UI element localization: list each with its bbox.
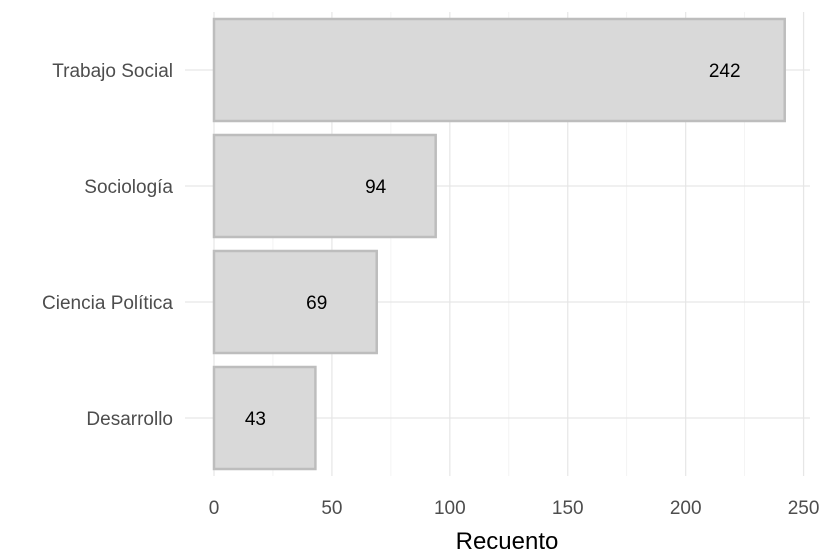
bar-trabajo-social [212, 17, 786, 123]
x-tick-label: 150 [552, 498, 584, 519]
y-tick-label: Ciencia Política [42, 293, 173, 314]
x-tick-label: 50 [321, 498, 342, 519]
bar-desarrollo [212, 365, 317, 471]
x-tick-label: 100 [434, 498, 466, 519]
data-label: 242 [709, 61, 741, 82]
x-axis-title: Recuento [456, 528, 559, 554]
bar-sociología [212, 133, 437, 239]
bar-ciencia-política [212, 249, 378, 355]
data-label: 69 [306, 293, 327, 314]
x-tick-label: 200 [670, 498, 702, 519]
y-tick-label: Trabajo Social [52, 61, 173, 82]
y-tick-label: Desarrollo [86, 409, 173, 430]
x-tick-label: 0 [209, 498, 220, 519]
data-label: 94 [365, 177, 387, 198]
y-tick-label: Sociología [84, 177, 173, 198]
label-layer: Trabajo Social 242 Sociología 94 Ciencia Pol… [42, 61, 819, 519]
data-label: 43 [245, 409, 266, 430]
x-tick-label: 250 [788, 498, 820, 519]
bar-layer [212, 17, 786, 471]
